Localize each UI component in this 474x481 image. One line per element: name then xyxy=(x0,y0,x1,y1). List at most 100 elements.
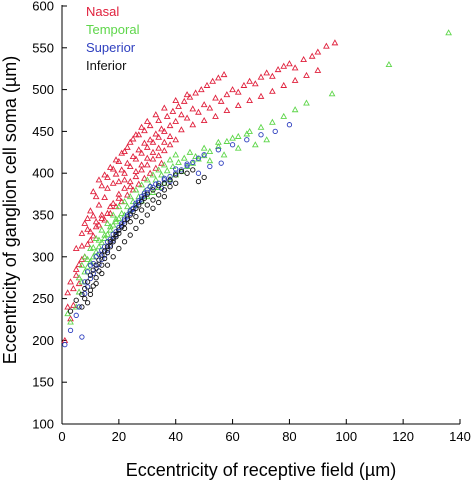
point-nasal xyxy=(75,260,83,267)
point-inferior xyxy=(156,192,162,198)
point-inferior xyxy=(161,193,167,200)
point-superior xyxy=(161,177,167,183)
point-inferior xyxy=(161,187,167,193)
point-nasal xyxy=(138,166,145,173)
point-nasal xyxy=(178,126,185,133)
point-nasal xyxy=(269,87,276,94)
point-nasal xyxy=(246,96,253,103)
point-inferior xyxy=(96,257,102,263)
point-inferior xyxy=(96,268,102,274)
y-axis-ticks: 100 150 200 250 300 350 400 450 500 550 600 xyxy=(32,0,67,432)
point-nasal xyxy=(64,289,72,296)
point-temporal xyxy=(64,310,72,317)
point-temporal xyxy=(121,198,128,205)
point-nasal xyxy=(106,209,114,216)
point-superior xyxy=(136,199,142,206)
point-inferior xyxy=(107,239,113,245)
point-nasal xyxy=(149,138,157,145)
point-inferior xyxy=(73,297,79,303)
point-nasal xyxy=(92,218,100,225)
point-inferior xyxy=(150,187,156,193)
point-temporal xyxy=(251,141,259,148)
point-nasal xyxy=(124,191,131,198)
point-superior xyxy=(104,247,111,253)
point-inferior xyxy=(113,231,119,237)
point-superior xyxy=(138,193,145,200)
point-temporal xyxy=(385,60,393,68)
point-temporal xyxy=(155,166,163,173)
point-inferior xyxy=(116,227,122,233)
point-superior xyxy=(84,284,91,290)
point-nasal xyxy=(129,135,137,142)
point-inferior xyxy=(141,195,148,201)
point-superior xyxy=(184,161,190,167)
point-nasal xyxy=(155,117,163,124)
point-nasal xyxy=(212,112,219,119)
point-temporal xyxy=(115,214,123,221)
point-nasal xyxy=(274,66,282,73)
point-superior xyxy=(79,334,85,340)
point-inferior xyxy=(167,177,173,183)
point-nasal xyxy=(206,104,214,111)
point-inferior xyxy=(67,308,74,314)
point-temporal xyxy=(72,303,80,310)
point-temporal xyxy=(234,144,242,151)
point-nasal xyxy=(155,152,163,159)
point-temporal xyxy=(95,236,103,243)
point-inferior xyxy=(136,202,142,208)
point-nasal xyxy=(67,278,74,285)
point-temporal xyxy=(89,253,97,260)
point-inferior xyxy=(84,300,91,306)
point-superior xyxy=(147,183,153,190)
point-nasal xyxy=(109,179,117,186)
legend-label-superior: Superior xyxy=(86,40,136,55)
point-inferior xyxy=(79,291,85,298)
point-temporal xyxy=(109,221,117,228)
point-nasal xyxy=(209,77,217,84)
point-inferior xyxy=(150,197,156,203)
data-points xyxy=(61,29,452,348)
x-tick-label: 60 xyxy=(225,429,239,444)
point-nasal xyxy=(109,165,117,172)
point-nasal xyxy=(158,125,165,132)
point-inferior xyxy=(127,212,133,218)
point-nasal xyxy=(160,127,168,134)
point-temporal xyxy=(118,209,126,216)
point-nasal xyxy=(172,96,180,103)
point-nasal xyxy=(291,64,299,71)
point-temporal xyxy=(180,154,188,161)
point-nasal xyxy=(155,133,163,140)
y-tick-label: 300 xyxy=(32,249,54,264)
point-nasal xyxy=(109,199,117,206)
point-superior xyxy=(173,166,179,172)
point-nasal xyxy=(72,265,80,272)
point-superior xyxy=(130,205,136,211)
point-nasal xyxy=(72,244,80,251)
point-nasal xyxy=(92,193,100,200)
point-nasal xyxy=(98,182,106,189)
point-inferior xyxy=(101,255,108,262)
point-superior xyxy=(190,159,196,165)
point-nasal xyxy=(70,301,77,308)
y-tick-label: 200 xyxy=(32,333,54,348)
point-nasal xyxy=(87,228,94,235)
point-superior xyxy=(73,312,79,318)
point-nasal xyxy=(115,157,123,165)
point-superior xyxy=(195,170,202,176)
point-nasal xyxy=(78,229,86,236)
point-inferior xyxy=(150,205,156,211)
point-nasal xyxy=(143,161,151,168)
point-inferior xyxy=(107,244,113,250)
point-temporal xyxy=(206,147,214,154)
point-superior xyxy=(167,173,173,180)
point-inferior xyxy=(93,262,99,268)
point-nasal xyxy=(195,108,202,115)
point-nasal xyxy=(141,174,148,181)
point-nasal xyxy=(104,184,111,191)
point-nasal xyxy=(234,101,242,109)
point-superior xyxy=(107,242,113,248)
point-inferior xyxy=(121,220,128,227)
point-temporal xyxy=(200,144,208,151)
point-inferior xyxy=(110,235,116,242)
